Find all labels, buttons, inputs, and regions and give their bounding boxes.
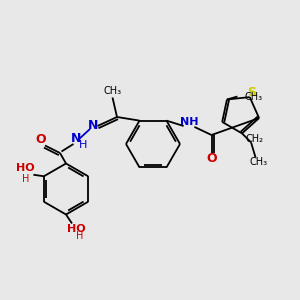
Text: NH: NH: [180, 117, 198, 127]
Text: CH₂: CH₂: [245, 134, 263, 144]
Text: S: S: [247, 86, 256, 99]
Text: HO: HO: [16, 163, 34, 173]
Text: O: O: [206, 152, 217, 166]
Text: H: H: [22, 174, 30, 184]
Text: N: N: [88, 118, 98, 132]
Text: HO: HO: [67, 224, 86, 234]
Text: CH₃: CH₃: [250, 157, 268, 167]
Text: N: N: [71, 132, 82, 146]
Text: O: O: [35, 133, 46, 146]
Text: H: H: [79, 140, 87, 150]
Text: H: H: [76, 231, 83, 242]
Text: CH₃: CH₃: [245, 92, 263, 101]
Text: CH₃: CH₃: [103, 86, 122, 97]
